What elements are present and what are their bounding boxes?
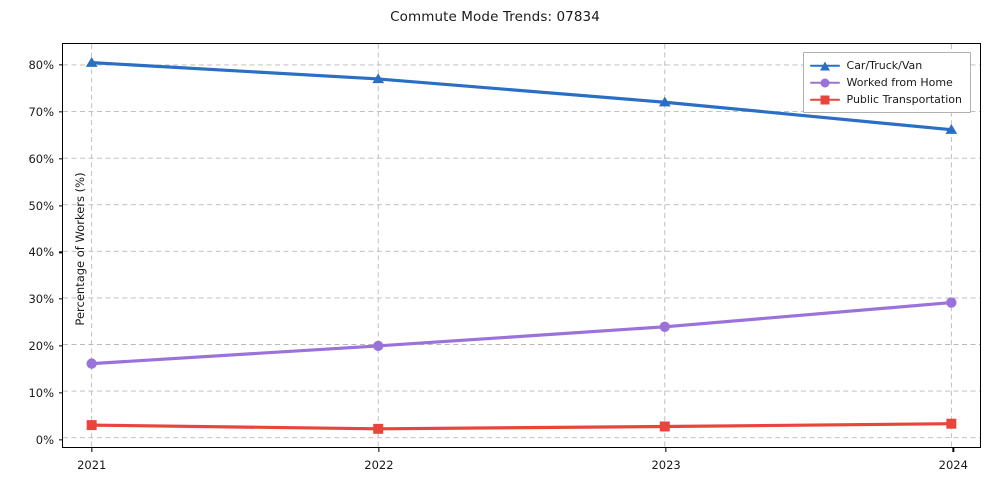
data-point-marker (86, 420, 97, 431)
data-point-marker (373, 340, 384, 352)
gridlines (63, 44, 980, 447)
data-point-marker (659, 421, 670, 432)
data-point-marker (373, 423, 384, 434)
x-tick-label: 2022 (364, 458, 394, 472)
y-tick-label: 0% (35, 432, 54, 447)
chart-legend: Car/Truck/Van Worked from Home Public Tran… (802, 52, 971, 113)
y-tick-mark (58, 298, 63, 300)
x-tick-mark (665, 447, 667, 452)
legend-label: Worked from Home (846, 76, 953, 89)
chart-title: Commute Mode Trends: 07834 (390, 9, 600, 25)
series-1 (85, 57, 958, 134)
legend-triangle-icon (809, 60, 840, 72)
x-tick-label: 2021 (77, 458, 107, 472)
legend-circle-icon (809, 77, 840, 89)
data-point-marker (658, 96, 671, 107)
y-tick-mark (58, 204, 63, 207)
data-point-marker (946, 297, 957, 308)
y-tick-label: 60% (28, 151, 54, 166)
x-tick-label: 2024 (938, 458, 968, 472)
y-tick-label: 70% (28, 104, 54, 119)
y-tick-mark (58, 251, 63, 253)
series-2 (86, 297, 957, 369)
x-tick-mark (378, 447, 380, 452)
y-tick-mark (58, 64, 63, 66)
y-tick-label: 10% (28, 385, 54, 400)
data-point-marker (946, 418, 957, 429)
y-tick-label: 40% (28, 245, 54, 260)
data-series-layer (85, 57, 958, 434)
y-tick-label: 50% (28, 198, 54, 213)
plot-area: Percentage of Workers (%) 0% 10% 20% 30% 40%… (28, 43, 981, 472)
y-tick-mark (58, 111, 63, 113)
data-point-marker (372, 73, 385, 84)
y-tick-label: 20% (28, 338, 54, 353)
x-tick-mark (952, 447, 954, 452)
legend-entry: Car/Truck/Van (809, 58, 962, 73)
series-3 (86, 418, 957, 434)
y-tick-mark (58, 392, 63, 394)
x-tick-mark (91, 447, 93, 452)
legend-entry: Worked from Home (809, 75, 962, 90)
data-point-marker (945, 124, 958, 134)
y-tick-label: 30% (28, 292, 54, 307)
y-tick-mark (58, 158, 63, 160)
y-tick-label: 80% (28, 58, 54, 73)
y-tick-mark (58, 438, 63, 441)
legend-label: Public Transportation (846, 93, 962, 106)
legend-label: Car/Truck/Van (846, 59, 923, 72)
data-point-marker (85, 57, 98, 67)
y-axis-label: Percentage of Workers (%) (73, 172, 87, 326)
legend-square-icon (809, 94, 840, 106)
y-tick-mark (58, 345, 63, 347)
x-tick-label: 2023 (651, 458, 681, 472)
data-point-marker (86, 358, 97, 369)
data-point-marker (659, 321, 670, 332)
legend-entry: Public Transportation (809, 92, 962, 107)
